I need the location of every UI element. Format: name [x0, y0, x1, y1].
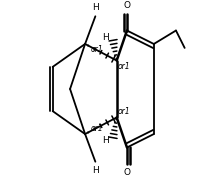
Text: or1: or1	[118, 107, 130, 116]
Text: H: H	[92, 3, 99, 12]
Text: or1: or1	[91, 124, 103, 133]
Text: H: H	[92, 166, 99, 175]
Text: H: H	[102, 136, 109, 145]
Text: O: O	[124, 167, 130, 177]
Text: H: H	[102, 33, 109, 42]
Text: or1: or1	[91, 45, 103, 54]
Text: O: O	[124, 1, 130, 11]
Text: or1: or1	[118, 62, 130, 71]
